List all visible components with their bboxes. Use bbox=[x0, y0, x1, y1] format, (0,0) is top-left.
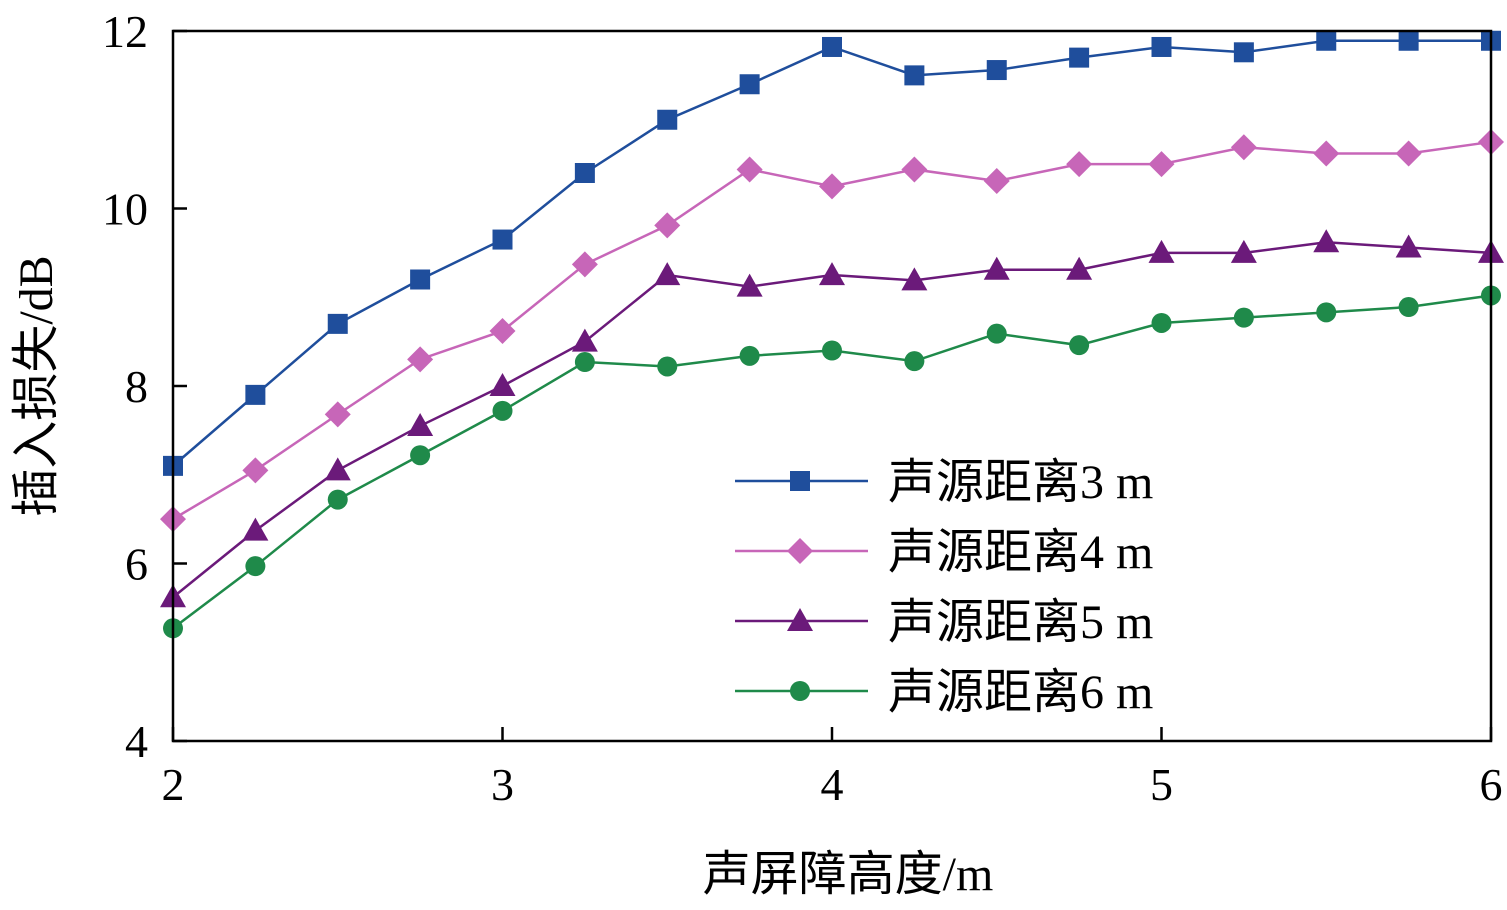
x-tick-label: 6 bbox=[1480, 759, 1503, 810]
x-axis-title: 声屏障高度/m bbox=[703, 848, 994, 901]
data-point bbox=[983, 256, 1010, 280]
y-tick-label: 10 bbox=[102, 184, 148, 235]
data-point bbox=[901, 267, 928, 291]
data-point bbox=[245, 384, 266, 405]
data-point bbox=[904, 65, 925, 86]
data-point bbox=[1233, 42, 1254, 63]
legend-item: 声源距离3 m bbox=[735, 456, 1153, 509]
data-point bbox=[822, 340, 842, 361]
data-point bbox=[327, 489, 348, 510]
y-tick-label: 6 bbox=[125, 539, 148, 590]
data-point bbox=[1069, 47, 1090, 68]
axis-ticks: 2 3 4 5 6 4 6 8 10 12 bbox=[102, 6, 1503, 810]
data-point bbox=[245, 556, 266, 577]
data-point bbox=[489, 373, 516, 396]
legend-item: 声源距离4 m bbox=[735, 526, 1153, 579]
data-point bbox=[242, 457, 269, 484]
data-point bbox=[736, 273, 763, 297]
legend-label: 声源距离6 m bbox=[888, 666, 1153, 719]
data-point bbox=[654, 212, 681, 239]
data-point bbox=[1066, 256, 1093, 280]
data-point bbox=[986, 60, 1007, 81]
data-point bbox=[1151, 36, 1172, 57]
series-1 bbox=[163, 30, 1501, 476]
data-point bbox=[736, 156, 763, 183]
data-point bbox=[489, 317, 516, 344]
data-point bbox=[1148, 239, 1175, 263]
data-point bbox=[739, 74, 760, 95]
legend-marker bbox=[790, 681, 810, 701]
series-4 bbox=[163, 285, 1501, 639]
data-point bbox=[901, 156, 928, 183]
data-point bbox=[410, 445, 431, 466]
legend: 声源距离3 m 声源距离4 m 声源距离5 m 声源距离6 m bbox=[735, 456, 1153, 719]
legend-marker bbox=[790, 471, 810, 491]
data-point bbox=[1316, 30, 1337, 51]
data-point bbox=[571, 251, 598, 278]
data-point bbox=[574, 352, 595, 373]
data-point bbox=[1069, 335, 1090, 356]
series-line bbox=[172, 240, 1492, 599]
series-group bbox=[160, 30, 1504, 639]
data-point bbox=[657, 109, 678, 130]
legend-item: 声源距离5 m bbox=[735, 596, 1153, 649]
data-point bbox=[492, 400, 513, 421]
data-point bbox=[571, 328, 598, 352]
series-line bbox=[172, 39, 1491, 467]
data-point bbox=[657, 356, 678, 377]
data-point bbox=[1395, 140, 1422, 167]
data-point bbox=[654, 262, 681, 286]
data-point bbox=[407, 346, 434, 373]
legend-label: 声源距离3 m bbox=[888, 456, 1153, 509]
x-tick-label: 2 bbox=[162, 759, 185, 810]
data-point bbox=[1398, 297, 1419, 318]
legend-marker bbox=[787, 608, 813, 631]
x-tick-label: 4 bbox=[821, 759, 844, 810]
data-point bbox=[1395, 234, 1422, 258]
data-point bbox=[1233, 307, 1254, 328]
data-point bbox=[819, 173, 845, 200]
data-point bbox=[983, 167, 1010, 194]
x-tick-label: 5 bbox=[1150, 759, 1173, 810]
data-point bbox=[1313, 229, 1340, 253]
data-point bbox=[1151, 312, 1172, 333]
series-3 bbox=[160, 229, 1504, 608]
data-point bbox=[574, 163, 595, 183]
legend-marker bbox=[787, 538, 813, 564]
data-point bbox=[1148, 151, 1175, 178]
y-tick-label: 12 bbox=[102, 6, 148, 57]
data-point bbox=[1313, 140, 1340, 167]
data-point bbox=[407, 412, 434, 436]
legend-label: 声源距离4 m bbox=[888, 526, 1153, 579]
plot-frame bbox=[171, 29, 1493, 743]
data-point bbox=[324, 457, 351, 481]
data-point bbox=[410, 269, 431, 290]
data-point bbox=[904, 351, 925, 372]
x-tick-label: 3 bbox=[491, 759, 514, 810]
y-tick-label: 4 bbox=[125, 716, 148, 767]
data-point bbox=[739, 345, 760, 366]
data-point bbox=[492, 229, 513, 250]
y-axis-title: 插入损失/dB bbox=[10, 255, 63, 516]
data-point bbox=[1230, 134, 1257, 161]
data-point bbox=[242, 517, 269, 541]
data-point bbox=[324, 401, 351, 428]
data-point bbox=[1230, 239, 1257, 263]
data-point bbox=[1066, 151, 1093, 178]
data-point bbox=[822, 36, 842, 57]
series-2 bbox=[160, 128, 1504, 533]
legend-item: 声源距离6 m bbox=[735, 666, 1153, 719]
data-point bbox=[1316, 302, 1337, 323]
data-point bbox=[819, 262, 845, 286]
y-tick-label: 8 bbox=[125, 361, 148, 412]
legend-label: 声源距离5 m bbox=[888, 596, 1153, 649]
data-point bbox=[1398, 30, 1419, 51]
data-point bbox=[327, 313, 348, 334]
data-point bbox=[986, 323, 1007, 344]
